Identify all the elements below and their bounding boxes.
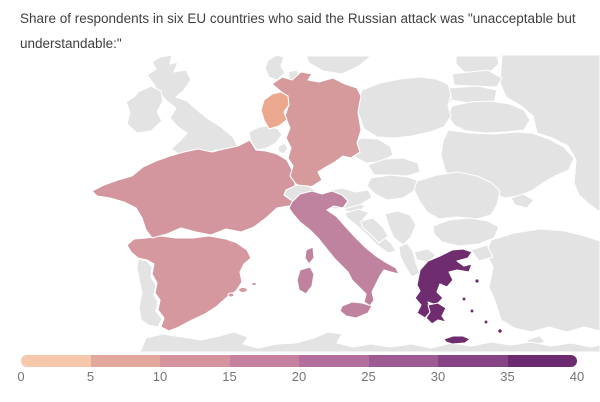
region-north-africa [139,331,600,352]
island-mallorca [237,286,249,294]
country-spain [126,235,252,332]
legend-segment-15-20 [229,355,299,367]
country-turkey [485,228,600,333]
legend-tick-5: 5 [86,369,95,384]
chart-title: Share of respondents in six EU countries… [20,11,576,51]
country-hungary [366,174,420,201]
country-greece [414,248,473,319]
country-lithuania [447,85,498,104]
country-germany [271,71,362,189]
europe-choropleth-map [0,55,600,352]
island-corsica [304,246,315,265]
island-menorca [250,281,258,287]
country-czechia [347,137,394,164]
country-italy [288,190,400,307]
country-bulgaria [432,217,500,247]
legend-tick-35: 35 [500,369,515,384]
island-ibiza [227,292,235,298]
legend-tick-10: 10 [152,369,168,384]
country-poland [357,76,452,139]
country-belgium [248,125,283,151]
greek-island [469,308,475,314]
legend-segment-10-15 [160,355,230,367]
country-crimea [510,193,535,209]
region-peloponnese [425,302,447,325]
greek-island [474,278,480,284]
country-romania [413,171,501,220]
country-north-macedonia [413,248,437,263]
country-belarus [447,100,531,134]
country-slovakia [367,157,421,177]
legend-segment-0-5 [21,355,91,367]
legend-tick-0: 0 [17,369,25,384]
country-serbia [384,210,417,246]
country-ireland [125,85,164,134]
legend-segment-35-40 [507,355,577,367]
legend-segment-25-30 [368,355,438,367]
country-denmark [264,55,286,81]
country-estonia [455,55,500,73]
country-latvia [451,69,503,88]
legend-tick-25: 25 [361,369,376,384]
island-sicily [339,301,373,319]
legend-tick-30: 30 [430,369,446,384]
legend-tick-15: 15 [222,369,237,384]
greek-island [461,296,467,302]
color-scale-legend [21,355,577,367]
country-sweden [305,55,372,75]
greek-island [497,328,503,334]
country-russia [499,55,600,213]
island-crete [443,335,471,345]
legend-segment-30-35 [438,355,508,367]
country-netherlands [260,91,290,130]
country-luxembourg [277,142,289,155]
legend-tick-40: 40 [569,369,585,384]
island-sardinia [296,266,315,295]
legend-tick-20: 20 [291,369,307,384]
greek-island [483,319,489,325]
legend-segment-5-10 [90,355,160,367]
country-portugal [136,258,163,328]
legend-tick-labels: 0 5 10 15 20 25 30 35 40 [17,369,584,387]
country-bosnia [360,217,389,244]
legend-segment-20-25 [299,355,369,367]
country-turkey-thrace [470,244,494,262]
